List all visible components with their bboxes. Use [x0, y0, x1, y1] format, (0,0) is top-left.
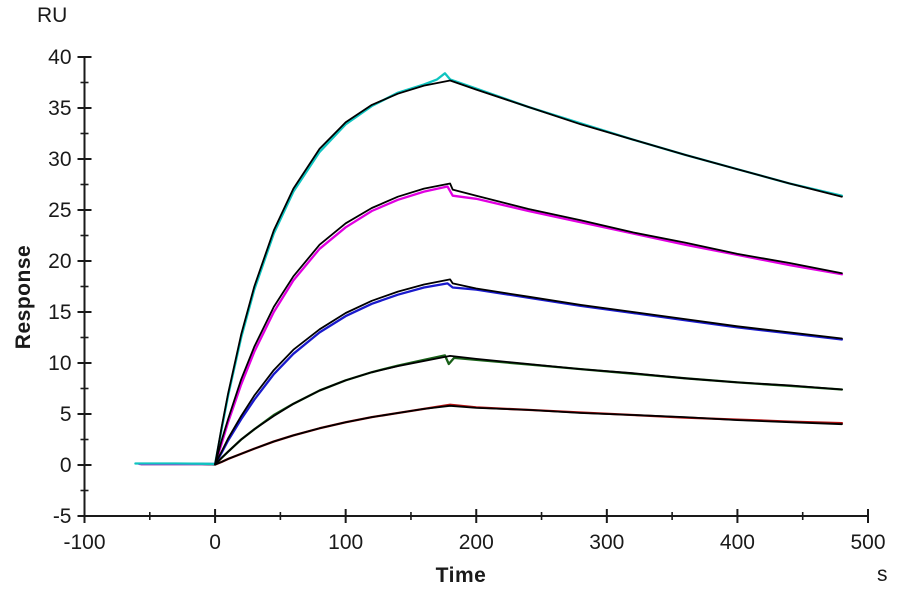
series-trace-2-data-line — [138, 185, 844, 466]
y-tick-label: 40 — [48, 46, 71, 69]
y-tick-label: 35 — [48, 97, 71, 120]
y-tick-label: 0 — [60, 454, 72, 477]
y-axis-title: Response — [12, 244, 35, 350]
series-trace-1-highest-fit-line — [214, 79, 843, 465]
x-tick-label: 400 — [720, 531, 755, 554]
x-tick-label: -100 — [63, 531, 105, 554]
y-tick-label: 20 — [48, 250, 71, 273]
series-trace-4-fit-line — [214, 354, 843, 466]
y-tick-label: 10 — [48, 352, 71, 375]
y-tick-label: 25 — [48, 199, 71, 222]
x-axis-unit-label: s — [877, 563, 888, 586]
x-tick-label: 500 — [850, 531, 885, 554]
y-tick-label: 5 — [60, 403, 72, 426]
series-trace-5-lowest-fit-line — [214, 404, 843, 466]
x-axis-title: Time — [435, 564, 487, 587]
x-tick-label: 200 — [459, 531, 494, 554]
x-tick-label: 0 — [209, 531, 221, 554]
x-tick-label: 100 — [328, 531, 363, 554]
y-tick-label: 30 — [48, 148, 71, 171]
y-tick-label: 15 — [48, 301, 71, 324]
series-trace-1-highest-data-line — [134, 72, 844, 466]
y-axis-unit-label: RU — [37, 4, 68, 27]
x-tick-label: 300 — [589, 531, 624, 554]
series-trace-2-fit-line — [214, 182, 843, 465]
series-trace-3-fit-line — [214, 278, 843, 465]
y-tick-label: -5 — [53, 505, 72, 528]
